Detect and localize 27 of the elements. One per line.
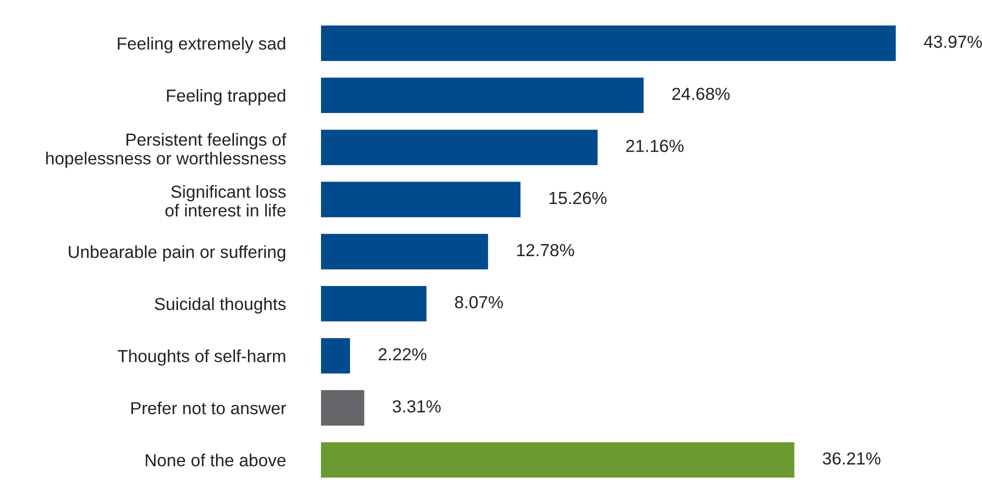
data-label: 21.16% bbox=[626, 140, 684, 152]
bar bbox=[321, 130, 598, 166]
bar bbox=[321, 26, 896, 61]
data-label: 12.78% bbox=[517, 244, 574, 256]
y-tick-label: Unbearable pain or suffering bbox=[68, 245, 286, 262]
bar bbox=[321, 442, 794, 478]
bar bbox=[321, 234, 488, 270]
data-label: 15.26% bbox=[550, 192, 607, 204]
y-tick-label: Feeling trapped bbox=[167, 89, 286, 106]
data-label: 36.21% bbox=[822, 452, 880, 465]
y-tick-label: Suicidal thoughts bbox=[154, 297, 286, 314]
y-tick-label: Significant loss of interest in life bbox=[165, 185, 286, 217]
data-label: 43.97% bbox=[924, 36, 982, 48]
data-label: 3.31% bbox=[392, 400, 441, 413]
bar bbox=[321, 390, 364, 426]
y-tick-label: Prefer not to answer bbox=[131, 402, 286, 414]
data-label: 2.22% bbox=[378, 348, 426, 360]
bar bbox=[321, 338, 350, 374]
bar bbox=[321, 286, 426, 322]
bar bbox=[321, 78, 644, 114]
y-tick-label: None of the above bbox=[146, 454, 286, 466]
data-label: 24.68% bbox=[672, 88, 730, 100]
bar bbox=[321, 182, 520, 218]
y-tick-label: Persistent feelings of hopelessness or worthlessness bbox=[46, 133, 286, 168]
y-tick-label: Thoughts of self-harm bbox=[118, 349, 286, 366]
data-label: 8.07% bbox=[455, 296, 503, 308]
y-tick-label: Feeling extremely sad bbox=[118, 36, 286, 54]
